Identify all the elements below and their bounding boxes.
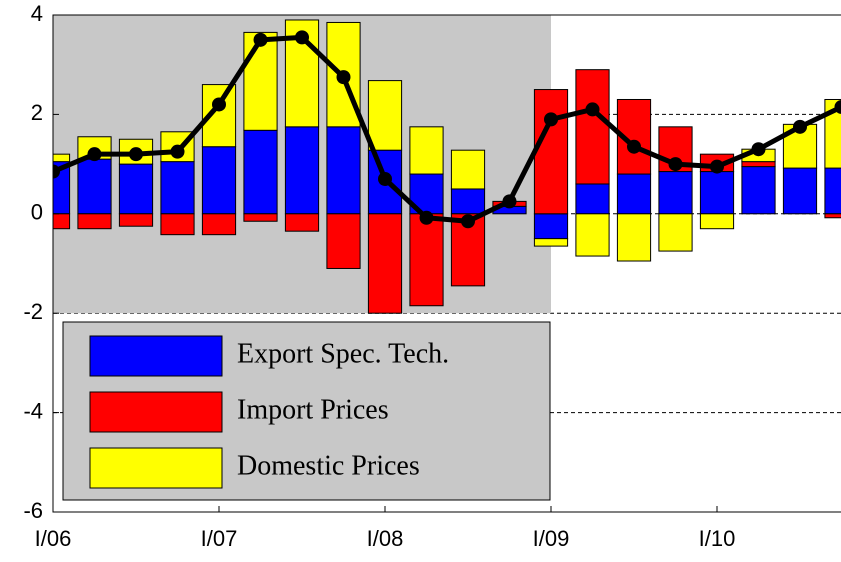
y-tick-label: 2 bbox=[31, 100, 43, 125]
line-marker bbox=[544, 112, 558, 126]
line-marker bbox=[337, 70, 351, 84]
bar-segment bbox=[534, 90, 567, 214]
line-marker bbox=[212, 97, 226, 111]
bar-segment bbox=[451, 150, 484, 189]
line-marker bbox=[793, 120, 807, 134]
x-tick-label: I/07 bbox=[201, 526, 238, 551]
bar-segment bbox=[825, 168, 841, 214]
bar-segment bbox=[659, 172, 692, 214]
line-marker bbox=[378, 172, 392, 186]
line-marker bbox=[586, 102, 600, 116]
bar-segment bbox=[244, 214, 277, 221]
line-marker bbox=[503, 194, 517, 208]
legend-swatch bbox=[90, 448, 222, 488]
bar-segment bbox=[576, 70, 609, 184]
bar-segment bbox=[534, 214, 567, 239]
bar-segment bbox=[534, 239, 567, 246]
line-marker bbox=[88, 147, 102, 161]
legend-swatch bbox=[90, 392, 222, 432]
bar-segment bbox=[285, 214, 318, 231]
bar-segment bbox=[327, 127, 360, 214]
line-marker bbox=[295, 30, 309, 44]
bar-segment bbox=[825, 214, 841, 218]
x-tick-label: I/06 bbox=[35, 526, 72, 551]
bar-segment bbox=[202, 147, 235, 214]
line-marker bbox=[129, 147, 143, 161]
bar-segment bbox=[700, 214, 733, 229]
x-tick-label: I/09 bbox=[533, 526, 570, 551]
y-tick-label: 4 bbox=[31, 1, 43, 26]
line-marker bbox=[752, 142, 766, 156]
x-tick-label: I/10 bbox=[699, 526, 736, 551]
bar-segment bbox=[368, 214, 401, 313]
legend-label: Domestic Prices bbox=[237, 450, 420, 481]
bar-segment bbox=[742, 162, 775, 167]
bar-segment bbox=[783, 168, 816, 214]
line-marker bbox=[627, 140, 641, 154]
bar-segment bbox=[327, 214, 360, 269]
bar-segment bbox=[410, 127, 443, 174]
bar-segment bbox=[451, 189, 484, 214]
bar-segment bbox=[617, 214, 650, 261]
legend-label: Export Spec. Tech. bbox=[237, 338, 449, 369]
line-marker bbox=[420, 211, 434, 225]
bar-segment bbox=[78, 159, 111, 214]
bar-segment bbox=[244, 130, 277, 213]
legend-label: Import Prices bbox=[237, 394, 389, 425]
y-tick-label: 0 bbox=[31, 200, 43, 225]
line-marker bbox=[254, 33, 268, 47]
bar-segment bbox=[700, 172, 733, 214]
line-marker bbox=[669, 157, 683, 171]
legend-swatch bbox=[90, 336, 222, 376]
bar-segment bbox=[368, 81, 401, 151]
y-tick-label: -6 bbox=[23, 498, 43, 523]
bar-segment bbox=[161, 162, 194, 214]
bar-segment bbox=[617, 174, 650, 214]
bar-segment bbox=[202, 214, 235, 235]
bar-segment bbox=[742, 167, 775, 214]
y-tick-label: -2 bbox=[23, 299, 43, 324]
y-tick-label: -4 bbox=[23, 398, 43, 423]
bar-segment bbox=[119, 214, 152, 226]
bar-segment bbox=[576, 214, 609, 256]
line-marker bbox=[171, 145, 185, 159]
x-tick-label: I/08 bbox=[367, 526, 404, 551]
line-marker bbox=[710, 160, 724, 174]
bar-segment bbox=[410, 214, 443, 306]
bar-segment bbox=[78, 214, 111, 229]
bar-segment bbox=[161, 214, 194, 235]
bar-segment bbox=[244, 32, 277, 130]
bar-segment bbox=[576, 184, 609, 214]
bar-segment bbox=[119, 164, 152, 214]
bar-segment bbox=[285, 127, 318, 214]
bar-segment bbox=[659, 214, 692, 251]
line-marker bbox=[461, 214, 475, 228]
